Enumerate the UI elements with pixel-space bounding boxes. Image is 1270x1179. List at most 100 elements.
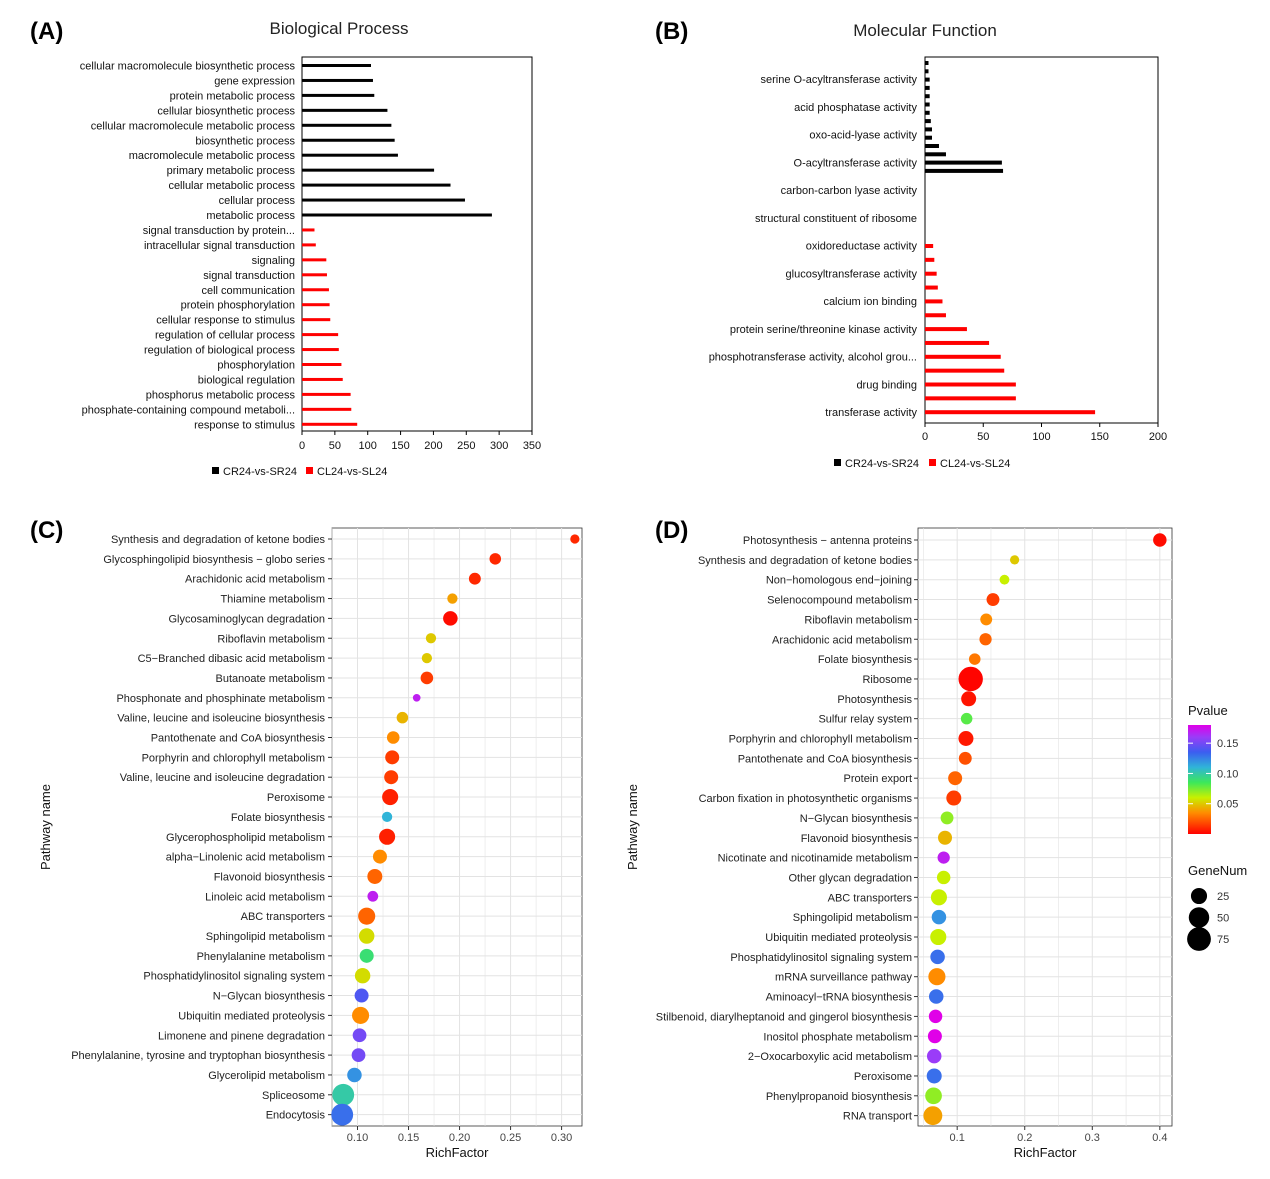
data-point xyxy=(948,771,963,786)
category-label: phosphorylation xyxy=(217,360,295,372)
data-point xyxy=(930,889,947,906)
data-point xyxy=(936,870,951,885)
data-point xyxy=(928,1009,943,1024)
size-legend-label: 75 xyxy=(1217,934,1229,946)
pathway-label: Inositol phosphate metabolism xyxy=(763,1031,912,1043)
bar xyxy=(302,318,331,322)
y-axis-title: Pathway name xyxy=(625,784,640,870)
category-label: cellular biosynthetic process xyxy=(157,105,295,117)
category-label: metabolic process xyxy=(206,210,295,222)
pathway-label: Valine, leucine and isoleucine degradati… xyxy=(120,772,325,784)
plot-background xyxy=(917,527,1173,1127)
category-label: response to stimulus xyxy=(194,419,295,431)
data-point xyxy=(489,553,502,565)
pathway-label: Flavonoid biosynthesis xyxy=(214,871,326,883)
pathway-label: Carbon fixation in photosynthetic organi… xyxy=(699,793,913,805)
category-label: oxo-acid-lyase activity xyxy=(809,130,917,142)
panel-label-d: (D) xyxy=(655,517,689,544)
x-tick-label: 250 xyxy=(457,440,475,452)
pathway-label: Glycosaminoglycan degradation xyxy=(168,613,325,625)
data-point xyxy=(412,693,421,702)
pathway-label: Glycerolipid metabolism xyxy=(208,1070,325,1082)
bar xyxy=(302,123,392,127)
pathway-label: Ribosome xyxy=(862,674,912,686)
panel-label-c: (C) xyxy=(30,517,64,544)
data-point xyxy=(931,909,947,925)
pathway-label: Phosphatidylinositol signaling system xyxy=(730,952,912,964)
x-axis-title: RichFactor xyxy=(1014,1145,1078,1160)
pathway-label: ABC transporters xyxy=(241,911,326,923)
x-tick-label: 100 xyxy=(1032,431,1050,443)
pathway-label: Endocytosis xyxy=(266,1110,326,1122)
category-label: carbon-carbon lyase activity xyxy=(781,185,918,197)
data-point xyxy=(925,1087,942,1105)
pathway-label: Synthesis and degradation of ketone bodi… xyxy=(698,555,913,567)
genenum-legend-title: GeneNum xyxy=(1188,863,1247,878)
category-label: calcium ion binding xyxy=(823,296,917,308)
data-point xyxy=(940,811,954,825)
bar xyxy=(925,135,932,140)
pathway-label: Riboflavin metabolism xyxy=(804,614,912,626)
bar xyxy=(925,396,1016,401)
bar xyxy=(925,94,930,99)
category-label: phosphorus metabolic process xyxy=(146,389,296,401)
legend-label: CL24-vs-SL24 xyxy=(940,458,1010,470)
bar xyxy=(925,382,1016,387)
pathway-label: Arachidonic acid metabolism xyxy=(772,634,912,646)
pathway-label: Thiamine metabolism xyxy=(220,594,325,606)
data-point xyxy=(447,593,458,604)
x-tick-label: 200 xyxy=(1149,431,1167,443)
bar xyxy=(925,144,939,148)
data-point xyxy=(958,731,974,746)
pathway-label: Flavonoid biosynthesis xyxy=(801,833,913,845)
size-legend-dot xyxy=(1188,907,1210,928)
data-point xyxy=(396,711,409,724)
pathway-label: Photosynthesis xyxy=(837,694,912,706)
category-label: regulation of cellular process xyxy=(155,330,296,342)
data-point xyxy=(570,534,580,544)
plot-background xyxy=(331,527,583,1127)
size-legend-label: 25 xyxy=(1217,891,1229,903)
bar xyxy=(925,127,932,132)
chart-title: Molecular Function xyxy=(853,21,997,40)
x-tick-label: 0.15 xyxy=(398,1132,419,1144)
data-point xyxy=(384,770,399,785)
category-label: cellular metabolic process xyxy=(168,180,295,192)
pathway-label: Pantothenate and CoA biosynthesis xyxy=(738,753,913,765)
legend-swatch xyxy=(834,459,841,466)
pathway-label: Phosphatidylinositol signaling system xyxy=(143,971,325,983)
data-point xyxy=(332,1083,355,1106)
panel-label-b: (B) xyxy=(655,18,689,45)
pathway-label: Sulfur relay system xyxy=(818,714,912,726)
data-point xyxy=(468,572,481,585)
bar xyxy=(925,85,930,90)
x-axis-title: RichFactor xyxy=(426,1145,490,1160)
data-point xyxy=(923,1106,943,1126)
category-label: cellular macromolecule metabolic process xyxy=(91,120,296,132)
data-point xyxy=(937,851,950,864)
data-point xyxy=(331,1103,354,1126)
data-point xyxy=(1009,555,1020,565)
bar xyxy=(925,168,1004,173)
panel-label-a: (A) xyxy=(30,18,64,45)
pathway-label: Other glycan degradation xyxy=(788,872,912,884)
pathway-label: Glycosphingolipid biosynthesis − globo s… xyxy=(103,554,325,566)
pathway-label: N−Glycan biosynthesis xyxy=(800,813,913,825)
pvalue-colorbar xyxy=(1188,725,1211,834)
category-label: macromolecule metabolic process xyxy=(129,150,296,162)
bar xyxy=(925,61,929,65)
data-point xyxy=(421,652,433,664)
bar xyxy=(925,368,1005,373)
pathway-label: Synthesis and degradation of ketone bodi… xyxy=(111,534,326,546)
category-label: primary metabolic process xyxy=(167,165,296,177)
legend-label: CL24-vs-SL24 xyxy=(317,466,387,478)
pathway-label: Glycerophospholipid metabolism xyxy=(166,832,325,844)
bar xyxy=(302,392,351,396)
pathway-label: Riboflavin metabolism xyxy=(217,633,325,645)
x-tick-label: 50 xyxy=(329,440,341,452)
pathway-label: ABC transporters xyxy=(828,892,913,904)
pathway-label: Spliceosome xyxy=(262,1090,325,1102)
